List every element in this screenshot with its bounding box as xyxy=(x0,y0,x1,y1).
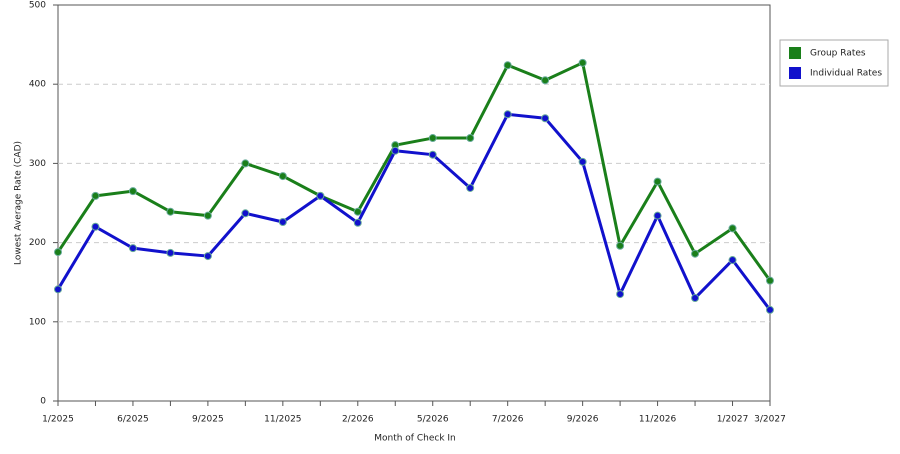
legend-label: Group Rates xyxy=(810,49,866,59)
data-point xyxy=(466,183,475,192)
data-point xyxy=(241,159,250,168)
data-point xyxy=(691,249,700,258)
x-tick-label: 11/2026 xyxy=(639,415,677,425)
data-point xyxy=(166,207,175,216)
plot-frame xyxy=(57,4,771,402)
x-tick-label: 6/2025 xyxy=(117,415,149,425)
data-point xyxy=(316,191,325,200)
series-line xyxy=(56,61,772,282)
data-point xyxy=(353,207,362,216)
data-point xyxy=(541,76,550,85)
data-point xyxy=(54,285,62,294)
legend-label: Individual Rates xyxy=(810,69,882,79)
data-point xyxy=(578,58,587,67)
data-point xyxy=(54,248,62,257)
legend-swatch xyxy=(789,47,801,59)
data-point xyxy=(391,146,400,155)
x-tick-label: 9/2025 xyxy=(192,415,224,425)
data-point xyxy=(616,290,625,299)
legend-swatch xyxy=(789,67,801,79)
data-point xyxy=(203,252,212,261)
x-axis-label: Month of Check In xyxy=(374,434,456,444)
y-tick-label: 400 xyxy=(29,80,46,90)
data-point xyxy=(241,209,250,218)
x-tick-label: 1/2027 xyxy=(717,415,749,425)
data-point xyxy=(766,305,774,314)
data-point xyxy=(278,218,287,227)
data-point xyxy=(616,241,625,250)
data-point xyxy=(91,222,100,231)
data-point xyxy=(466,134,475,143)
data-point xyxy=(578,157,587,166)
x-tick-label: 5/2026 xyxy=(417,415,449,425)
data-point xyxy=(203,211,212,220)
data-point xyxy=(728,256,737,265)
data-point xyxy=(128,187,137,196)
y-tick-label: 500 xyxy=(29,1,46,11)
data-point xyxy=(503,61,512,70)
series-line xyxy=(56,112,772,311)
x-tick-label: 2/2026 xyxy=(342,415,374,425)
x-tick-label: 9/2026 xyxy=(567,415,599,425)
data-point xyxy=(353,218,362,227)
data-point xyxy=(728,224,737,233)
legend-box xyxy=(779,39,889,87)
data-point xyxy=(278,172,287,181)
data-point xyxy=(166,248,175,257)
data-point xyxy=(503,110,512,119)
x-tick-label: 1/2025 xyxy=(42,415,74,425)
data-point xyxy=(653,211,662,220)
x-tick-label: 7/2026 xyxy=(492,415,524,425)
y-tick-label: 0 xyxy=(40,397,46,407)
y-tick-label: 200 xyxy=(29,238,46,248)
data-point xyxy=(766,276,774,285)
x-tick-label: 3/2027 xyxy=(754,415,786,425)
data-point xyxy=(91,191,100,200)
data-point xyxy=(653,177,662,186)
x-tick-label: 11/2025 xyxy=(264,415,301,425)
data-point xyxy=(541,114,550,123)
data-point xyxy=(428,134,437,143)
y-tick-label: 300 xyxy=(29,159,46,169)
data-point xyxy=(691,294,700,303)
data-point xyxy=(428,150,437,159)
y-axis-label: Lowest Average Rate (CAD) xyxy=(14,141,24,265)
data-point xyxy=(128,244,137,253)
y-tick-label: 100 xyxy=(29,317,46,327)
